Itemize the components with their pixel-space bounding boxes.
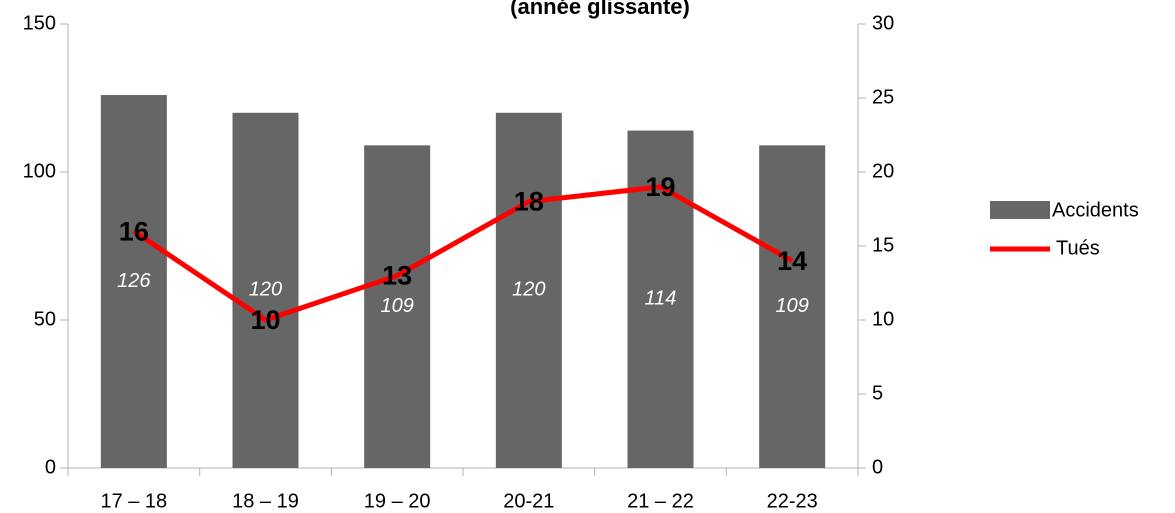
y2-tick-label: 20 bbox=[872, 160, 894, 182]
y2-tick-label: 30 bbox=[872, 12, 894, 34]
line-value-label: 13 bbox=[382, 261, 412, 291]
y2-tick-label: 25 bbox=[872, 86, 894, 108]
x-tick-label: 20-21 bbox=[503, 490, 554, 512]
bar-value-label: 120 bbox=[512, 279, 545, 301]
legend-swatch bbox=[990, 201, 1050, 219]
line-value-label: 16 bbox=[119, 216, 149, 246]
line-value-label: 10 bbox=[250, 305, 280, 335]
line bbox=[132, 184, 794, 323]
bar-value-label: 109 bbox=[775, 295, 808, 317]
y-tick-label: 0 bbox=[45, 456, 56, 478]
x-tick-label: 21 – 22 bbox=[627, 490, 694, 512]
y2-tick-label: 0 bbox=[872, 456, 883, 478]
y-tick-label: 150 bbox=[23, 12, 56, 34]
bar-value-label: 126 bbox=[117, 270, 151, 292]
bar-value-label: 120 bbox=[249, 279, 282, 301]
x-tick-label: 18 – 19 bbox=[232, 490, 299, 512]
bar bbox=[364, 145, 431, 469]
x-tick-label: 19 – 20 bbox=[364, 490, 431, 512]
legend-label: Tués bbox=[1056, 237, 1100, 259]
line-value-label: 19 bbox=[645, 172, 675, 202]
chart-title: (année glissante) bbox=[510, 0, 690, 19]
bar bbox=[232, 112, 299, 469]
legend-label: Accidents bbox=[1052, 199, 1139, 221]
x-tick-label: 17 – 18 bbox=[100, 490, 167, 512]
y2-tick-label: 10 bbox=[872, 308, 894, 330]
y-tick-label: 50 bbox=[34, 308, 56, 330]
bar bbox=[100, 95, 167, 468]
line-value-label: 14 bbox=[777, 246, 807, 276]
bar-value-label: 109 bbox=[380, 295, 413, 317]
x-tick-label: 22-23 bbox=[767, 490, 818, 512]
bar bbox=[495, 112, 562, 469]
bar bbox=[759, 145, 826, 469]
y2-tick-label: 15 bbox=[872, 234, 894, 256]
y2-tick-label: 5 bbox=[872, 382, 883, 404]
line-value-label: 18 bbox=[514, 187, 544, 217]
y-tick-label: 100 bbox=[23, 160, 56, 182]
bar-value-label: 114 bbox=[645, 288, 677, 310]
